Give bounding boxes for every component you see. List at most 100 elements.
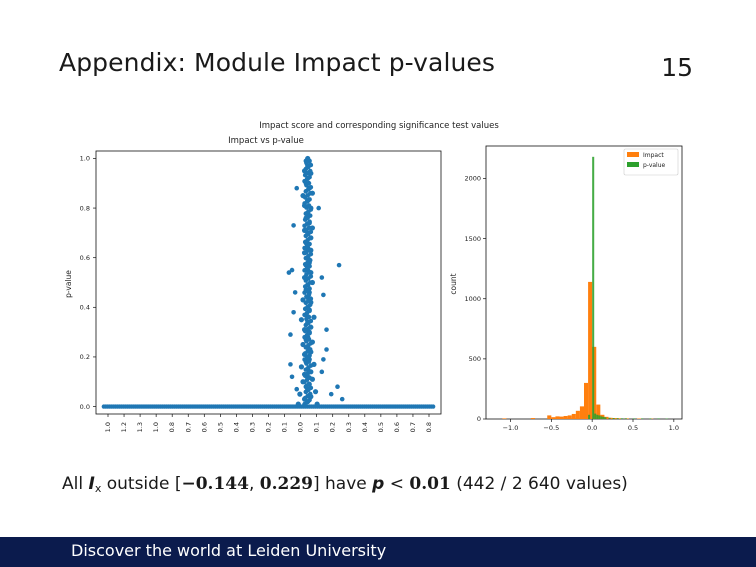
scatter-point: [308, 207, 314, 212]
histogram-bar-pvalue: [594, 413, 597, 419]
scatter-point: [298, 317, 305, 323]
scatter-point: [308, 184, 314, 190]
caption: All Ix outside [−0.144, 0.229] have p < …: [62, 474, 628, 495]
scatter-x-tick-label: 0.5: [377, 422, 385, 432]
histogram-y-tick-label: 1000: [464, 295, 481, 303]
histogram-x-tick-label: −1.0: [503, 424, 519, 432]
caption-var-sub: x: [94, 482, 102, 495]
legend-swatch: [627, 162, 639, 167]
scatter-x-tick-label: 0.2: [265, 422, 273, 432]
caption-lt: <: [384, 474, 410, 494]
page-number: 15: [661, 53, 693, 82]
scatter-x-tick-label: 0.8: [168, 422, 176, 432]
scatter-point: [307, 197, 312, 202]
scatter-outlier-point: [292, 290, 298, 295]
scatter-point: [307, 235, 313, 241]
histogram-bar-impact: [584, 382, 589, 419]
histogram-bar-pvalue: [649, 418, 652, 419]
histogram-x-tick-label: −0.5: [543, 424, 559, 432]
scatter-point: [306, 314, 312, 320]
scatter-outlier-point: [289, 374, 295, 380]
scatter-y-tick-label: 0.2: [80, 353, 90, 361]
histogram-bar-pvalue: [624, 418, 627, 419]
scatter-outlier-point: [288, 332, 293, 337]
scatter-point: [308, 296, 314, 302]
footer-text: Discover the world at Leiden University: [71, 541, 387, 560]
scatter-x-tick-label: 1.0: [104, 422, 112, 432]
scatter-point: [306, 292, 312, 297]
scatter-points: [101, 155, 436, 409]
scatter-point: [307, 369, 313, 374]
scatter-point: [307, 280, 313, 285]
scatter-x-tick-label: 0.3: [345, 422, 353, 432]
caption-have: have: [319, 474, 373, 494]
histogram-bar-pvalue: [602, 416, 605, 419]
legend-swatch: [627, 152, 639, 157]
scatter-point: [306, 336, 312, 342]
histogram-bar-pvalue: [612, 418, 615, 419]
scatter-point: [308, 340, 314, 346]
histogram-bar-impact: [588, 281, 593, 419]
histogram-bar-impact: [555, 416, 560, 419]
scatter-point: [311, 314, 317, 320]
scatter-point: [308, 363, 314, 368]
scatter-outlier-point: [336, 262, 342, 268]
scatter-outlier-point: [324, 347, 329, 352]
histogram-bar-impact: [596, 404, 601, 419]
scatter-point: [307, 375, 312, 381]
scatter-title: Impact vs p-value: [228, 136, 304, 146]
scatter-outlier-point: [319, 369, 325, 375]
scatter-x-tick-label: 0.5: [216, 422, 224, 432]
scatter-x-tick-label: 1.0: [152, 422, 160, 432]
scatter-point: [312, 389, 319, 395]
histogram-bar-impact: [551, 417, 556, 419]
scatter-point: [308, 251, 314, 257]
scatter-point: [306, 381, 312, 387]
scatter-point: [307, 263, 312, 269]
scatter-outlier-point: [294, 185, 300, 191]
scatter-outlier-point: [288, 362, 293, 367]
scatter-point: [307, 191, 313, 196]
caption-counts: (442 / 2 640 values): [450, 474, 628, 494]
caption-var-p: p: [372, 474, 385, 494]
scatter-x-tick-label: 0.4: [232, 422, 240, 432]
scatter-point: [306, 225, 312, 231]
scatter-outlier-point: [291, 309, 296, 315]
histogram-x-tick-label: 0.0: [587, 424, 597, 432]
histogram-frame-rect: [485, 145, 683, 420]
scatter-point: [307, 168, 313, 174]
histogram-bars: [502, 156, 668, 419]
scatter-outlier-point: [289, 267, 295, 273]
histogram-y-tick-label: 500: [469, 355, 481, 363]
scatter-outlier-point: [294, 386, 300, 392]
histogram-axes: 0 500 1000 1500 2000 −1.0 −0.5 0.0 0.5 1.0: [464, 145, 683, 432]
slide-title: Appendix: Module Impact p-values: [59, 48, 496, 77]
scatter-point: [308, 274, 314, 279]
histogram-bar-pvalue: [608, 417, 611, 419]
histogram-bar-pvalue: [596, 414, 599, 419]
scatter-point: [308, 385, 314, 391]
histogram-bar-pvalue: [598, 415, 601, 419]
scatter-point: [306, 180, 312, 186]
scatter-x-tick-label: 0.3: [248, 422, 256, 432]
scatter-y-tick-label: 0.4: [80, 304, 90, 312]
histogram-bar-pvalue: [633, 418, 636, 419]
caption-interval-comma: ,: [248, 474, 260, 494]
scatter-y-tick-label: 0.8: [80, 204, 90, 212]
scatter-y-tick-label: 0.0: [80, 403, 90, 411]
scatter-outlier-point: [335, 384, 340, 390]
histogram-legend: Impact p-value: [623, 148, 679, 176]
scatter-point: [308, 318, 314, 324]
histogram-bar-impact: [575, 410, 580, 419]
scatter-point: [297, 391, 303, 397]
scatter-point: [314, 401, 320, 407]
scatter-outlier-point: [316, 205, 321, 211]
scatter-point: [307, 302, 313, 308]
caption-threshold: 0.01: [409, 474, 451, 494]
scatter-point: [308, 162, 314, 168]
scatter-point: [307, 241, 312, 247]
scatter-ylabel: p-value: [64, 270, 73, 298]
histogram-x-tick-label: 1.0: [669, 424, 679, 432]
figure-suptitle: Impact score and corresponding significa…: [259, 121, 499, 131]
scatter-point: [295, 401, 301, 407]
